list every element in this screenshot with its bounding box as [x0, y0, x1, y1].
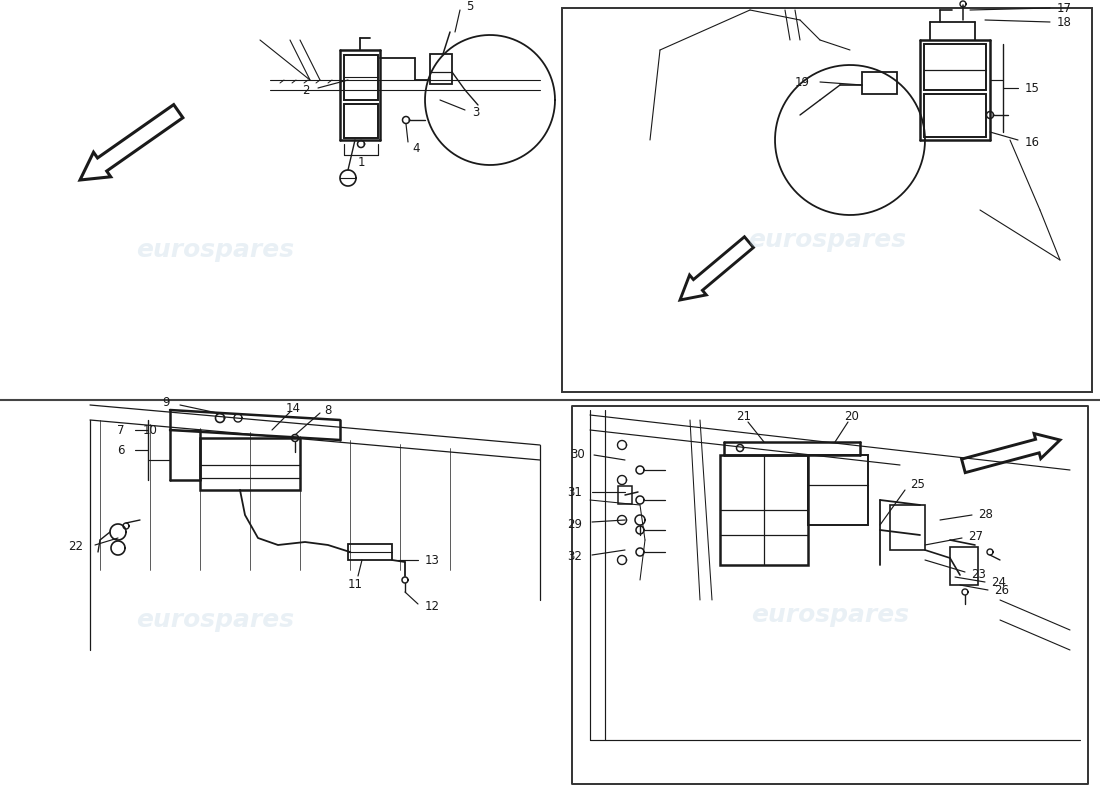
Text: 10: 10: [143, 423, 158, 437]
Text: 24: 24: [991, 577, 1006, 590]
Text: 25: 25: [910, 478, 925, 491]
Bar: [572, 406, 1088, 784]
Text: eurospares: eurospares: [748, 228, 906, 252]
Bar: [430, 54, 452, 84]
Bar: [924, 94, 986, 137]
Text: 18: 18: [1057, 15, 1071, 29]
Text: 27: 27: [968, 530, 983, 543]
Text: 23: 23: [971, 567, 986, 581]
Bar: [808, 455, 868, 525]
Text: 6: 6: [118, 443, 125, 457]
Text: eurospares: eurospares: [136, 238, 294, 262]
Bar: [348, 544, 392, 560]
Bar: [344, 55, 378, 100]
Polygon shape: [80, 105, 183, 180]
Text: 28: 28: [978, 507, 993, 521]
Text: 31: 31: [568, 486, 582, 498]
Bar: [862, 72, 896, 94]
Text: 21: 21: [737, 410, 751, 423]
Text: 2: 2: [302, 83, 310, 97]
Text: 1: 1: [358, 155, 365, 169]
Bar: [950, 547, 978, 585]
Text: 30: 30: [570, 447, 585, 461]
Text: 3: 3: [472, 106, 480, 118]
Text: 4: 4: [412, 142, 419, 154]
Polygon shape: [680, 237, 754, 300]
Text: 5: 5: [466, 1, 473, 14]
Bar: [344, 104, 378, 138]
Text: 26: 26: [994, 583, 1009, 597]
Text: 14: 14: [286, 402, 300, 414]
Bar: [200, 438, 300, 490]
Text: eurospares: eurospares: [136, 608, 294, 632]
Text: 11: 11: [348, 578, 363, 591]
Bar: [618, 486, 632, 504]
Text: 9: 9: [163, 397, 170, 410]
Bar: [890, 505, 925, 550]
Text: 16: 16: [1025, 135, 1040, 149]
Polygon shape: [961, 434, 1060, 473]
Bar: [720, 455, 808, 565]
Bar: [562, 8, 1092, 392]
Text: 32: 32: [568, 550, 582, 563]
Text: 22: 22: [68, 541, 82, 554]
Text: 19: 19: [795, 75, 810, 89]
Text: 8: 8: [324, 403, 332, 417]
Text: 20: 20: [845, 410, 859, 423]
Text: 29: 29: [566, 518, 582, 530]
Text: 15: 15: [1025, 82, 1040, 94]
Text: eurospares: eurospares: [751, 603, 909, 627]
Bar: [924, 44, 986, 90]
Text: 13: 13: [425, 554, 440, 566]
Text: 17: 17: [1057, 2, 1072, 14]
Text: 7: 7: [118, 423, 125, 437]
Text: 12: 12: [425, 601, 440, 614]
